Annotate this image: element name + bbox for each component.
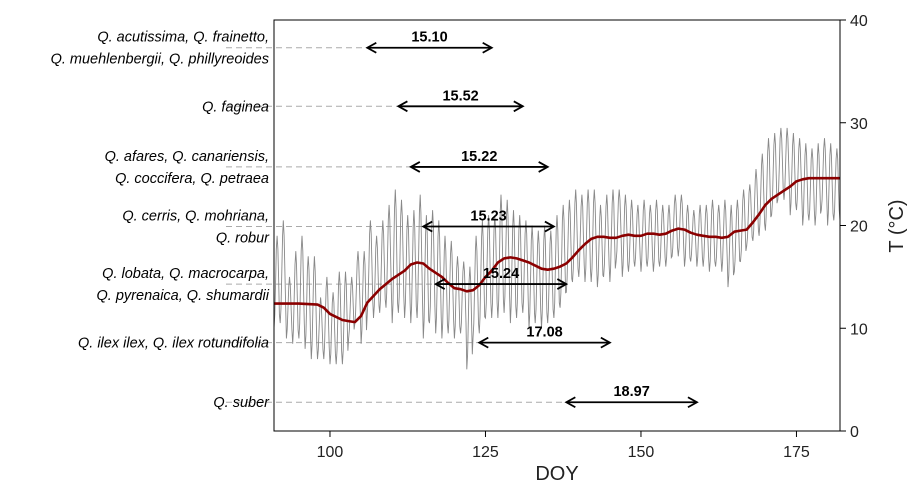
species-label: Q. suber (213, 395, 270, 411)
x-axis-title: DOY (535, 463, 578, 485)
hourly-temperature-line (273, 127, 841, 370)
y-tick-label: 30 (850, 116, 868, 133)
species-label: Q. cerris, Q. mohriana, (122, 209, 269, 225)
range-arrow (408, 161, 550, 173)
range-arrow-head-left (408, 161, 421, 173)
range-arrow-head-left (421, 220, 433, 233)
x-tick-label: 175 (783, 444, 810, 461)
range-arrow-head-right (687, 396, 699, 409)
forcing-range-arrows: 15.10 15.52 15.22 15.23 15.24 17.08 18.97 (365, 30, 699, 409)
range-arrow-head-left (477, 336, 489, 349)
y-tick-label: 0 (850, 424, 859, 441)
y-tick-label: 20 (850, 219, 868, 236)
range-arrow-head-left (564, 396, 576, 409)
y-axis: 0 10 20 30 40 (840, 13, 868, 441)
range-arrow (396, 100, 525, 113)
y-axis-title: T (°C) (886, 199, 908, 252)
species-label: Q. acutissima, Q. frainetto, (97, 30, 269, 46)
range-value-label: 18.97 (613, 384, 649, 400)
species-label: Q. muehlenbergii, Q. phillyreoides (51, 52, 269, 68)
range-arrow-head-left (433, 278, 446, 290)
range-value-label: 17.08 (526, 325, 562, 341)
species-labels: Q. acutissima, Q. frainetto, Q. muehlenbe… (51, 30, 271, 411)
range-arrow-head-left (396, 100, 408, 113)
range-arrow (365, 41, 494, 54)
range-arrow (564, 396, 699, 409)
range-arrow-head-right (482, 41, 494, 54)
y-tick-label: 10 (850, 321, 868, 338)
range-arrow (421, 220, 556, 233)
range-arrow (433, 278, 569, 290)
range-arrow (477, 336, 612, 349)
species-label: Q. lobata, Q. macrocarpa, (102, 266, 269, 282)
mean-temperature-line (274, 176, 840, 324)
species-label: Q. coccifera, Q. petraea (115, 171, 269, 187)
species-guide-lines (226, 47, 567, 403)
range-arrow-head-right (600, 336, 612, 349)
range-arrow-head-right (513, 100, 525, 113)
plot-frame (273, 19, 841, 432)
species-label: Q. ilex ilex, Q. ilex rotundifolia (78, 336, 269, 352)
range-arrow-head-right (538, 161, 550, 173)
mean-temperature-line-group (274, 176, 840, 324)
species-label: Q. afares, Q. canariensis, (105, 149, 269, 165)
species-label: Q. pyrenaica, Q. shumardii (97, 288, 270, 304)
x-axis: 100 125 150 175 (317, 431, 810, 461)
species-label: Q. faginea (202, 99, 269, 115)
range-value-label: 15.10 (411, 30, 447, 46)
y-tick-label: 40 (850, 13, 868, 30)
species-label: Q. robur (216, 231, 270, 247)
range-arrow-head-right (556, 278, 569, 290)
range-value-label: 15.52 (442, 88, 478, 104)
range-arrow-head-left (365, 41, 377, 54)
range-value-label: 15.24 (483, 266, 519, 282)
x-tick-label: 150 (628, 444, 655, 461)
x-tick-label: 125 (472, 444, 499, 461)
hourly-temperature-line-group (273, 127, 841, 370)
range-value-label: 15.22 (461, 149, 497, 165)
range-value-label: 15.23 (470, 209, 506, 225)
x-tick-label: 100 (317, 444, 344, 461)
range-arrow-head-right (544, 220, 556, 233)
